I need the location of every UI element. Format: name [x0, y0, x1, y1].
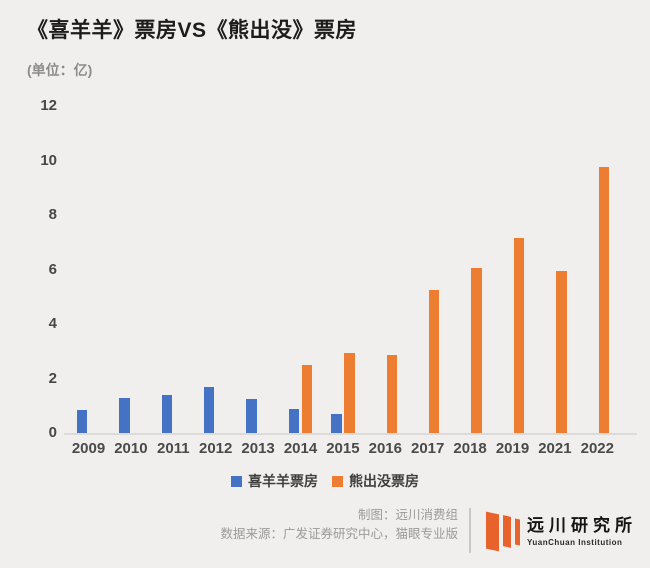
x-axis-tick-2011: 2011 — [157, 440, 190, 457]
x-axis-tick-2009: 2009 — [71, 440, 106, 457]
x-axis-tick-2021: 2021 — [538, 440, 572, 457]
logo-text: 远川研究所 YuanChuan Institution — [527, 511, 637, 547]
y-axis-tick-10: 10 — [40, 151, 57, 169]
unit-label: (单位：亿) — [27, 62, 93, 78]
footer-divider — [469, 508, 471, 553]
x-axis-tick-2016: 2016 — [368, 440, 402, 457]
legend-item-xiyangyang: 喜羊羊票房 — [231, 471, 318, 491]
bar-熊出没票房-2018 — [471, 268, 482, 433]
y-axis-tick-2: 2 — [48, 369, 57, 387]
logo-name-cn: 远川研究所 — [527, 516, 637, 535]
y-axis-tick-6: 6 — [48, 260, 57, 278]
bar-熊出没票房-2019 — [513, 237, 525, 433]
logo-name-en: YuanChuan Institution — [527, 538, 623, 547]
x-axis-tick-2018: 2018 — [453, 440, 487, 457]
x-axis-tick-2014: 2014 — [283, 440, 318, 457]
legend-label-xiyangyang: 喜羊羊票房 — [248, 473, 318, 489]
bar-熊出没票房-2022 — [598, 166, 610, 433]
bar-喜羊羊票房-2011 — [161, 394, 173, 433]
bar-喜羊羊票房-2013 — [246, 398, 257, 433]
x-axis-tick-2015: 2015 — [326, 440, 360, 457]
footer-credits: 制图：远川消费组 数据来源：广发证券研究中心，猫眼专业版 — [220, 506, 458, 543]
y-axis-tick-4: 4 — [48, 315, 57, 332]
bar-喜羊羊票房-2012 — [203, 387, 215, 433]
bar-chart-plot: 0 2 4 6 8 10 12 2009 2010 2011 2012 2013 2014 2015 201… — [40, 97, 637, 457]
legend-item-xiongchumo: 熊出没票房 — [332, 471, 419, 491]
credit-line: 制图：远川消费组 — [357, 508, 458, 522]
x-axis-tick-2012: 2012 — [199, 440, 233, 457]
bar-熊出没票房-2014 — [301, 365, 313, 433]
x-axis-tick-2013: 2013 — [241, 440, 275, 457]
y-axis-tick-8: 8 — [48, 206, 57, 223]
x-axis-tick-2010: 2010 — [114, 440, 148, 457]
bar-熊出没票房-2017 — [428, 290, 440, 433]
y-axis-tick-12: 12 — [40, 97, 57, 114]
legend-swatch-blue-icon — [231, 475, 242, 487]
chart-title: 《喜羊羊》票房VS《熊出没》票房 — [27, 19, 358, 42]
bar-喜羊羊票房-2009 — [76, 409, 88, 433]
yuanchuan-logo-icon — [486, 511, 520, 552]
x-axis-tick-2022: 2022 — [580, 440, 614, 457]
yuanchuan-logo: 远川研究所 YuanChuan Institution — [486, 511, 637, 552]
bar-熊出没票房-2016 — [386, 354, 398, 433]
bar-喜羊羊票房-2014 — [288, 409, 300, 433]
bar-熊出没票房-2021 — [556, 270, 567, 433]
source-line: 数据来源：广发证券研究中心，猫眼专业版 — [220, 526, 458, 541]
legend-swatch-orange-icon — [332, 475, 343, 487]
bar-喜羊羊票房-2010 — [119, 398, 130, 433]
legend-label-xiongchumo: 熊出没票房 — [349, 473, 419, 489]
chart-legend: 喜羊羊票房 熊出没票房 — [0, 471, 650, 491]
bar-喜羊羊票房-2015 — [331, 414, 342, 433]
bar-熊出没票房-2015 — [344, 352, 355, 433]
x-axis-tick-2017: 2017 — [411, 440, 445, 457]
y-axis-tick-0: 0 — [48, 424, 57, 441]
x-axis-line — [64, 433, 637, 435]
x-axis-tick-2019: 2019 — [495, 440, 530, 457]
